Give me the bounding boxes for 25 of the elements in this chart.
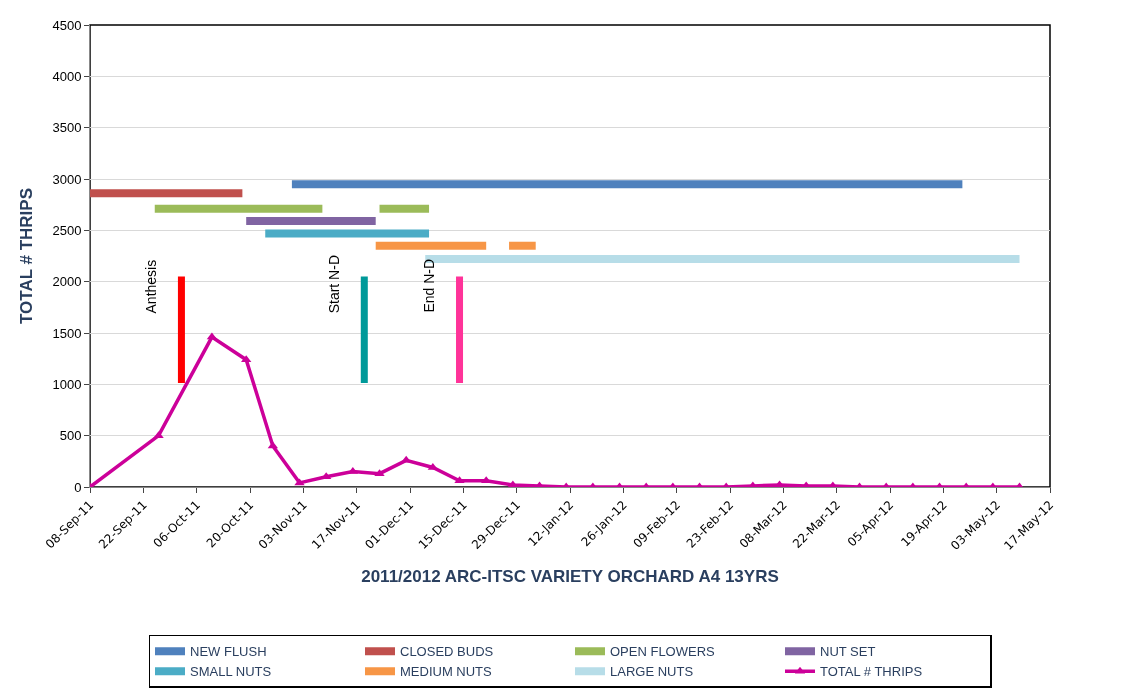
ref-line-label: End N-D — [421, 258, 438, 313]
y-tick-label: 0 — [74, 479, 82, 495]
x-axis-title: 2011/2012 ARC-ITSC VARIETY ORCHARD A4 13YRS — [361, 567, 779, 587]
legend-label: CLOSED BUDS — [400, 644, 494, 660]
point — [454, 476, 465, 484]
y-tick-label: 3000 — [52, 171, 82, 187]
y-tick-label: 500 — [59, 428, 82, 444]
y-tick-label: 4000 — [52, 68, 82, 84]
y-tick-label: 1000 — [52, 376, 82, 392]
legend-label: OPEN FLOWERS — [610, 644, 716, 660]
ref-line-label: Anthesis — [143, 259, 160, 314]
y-tick-label: 1500 — [52, 325, 82, 341]
y-axis-title: TOTAL # THRIPS — [17, 187, 37, 325]
y-tick-label: 4500 — [52, 17, 82, 33]
y-tick-label: 3500 — [52, 120, 82, 136]
legend-label: LARGE NUTS — [610, 664, 694, 680]
point — [294, 478, 305, 486]
legend-label: MEDIUM NUTS — [400, 664, 493, 680]
legend-label: NEW FLUSH — [190, 644, 267, 660]
legend-label: SMALL NUTS — [190, 664, 272, 680]
legend-label: TOTAL # THRIPS — [820, 664, 923, 680]
ref-line-label: Start N-D — [326, 255, 343, 314]
y-tick-label: 2500 — [52, 222, 82, 238]
y-tick-label: 2000 — [52, 274, 82, 290]
legend-label: NUT SET — [820, 644, 876, 660]
